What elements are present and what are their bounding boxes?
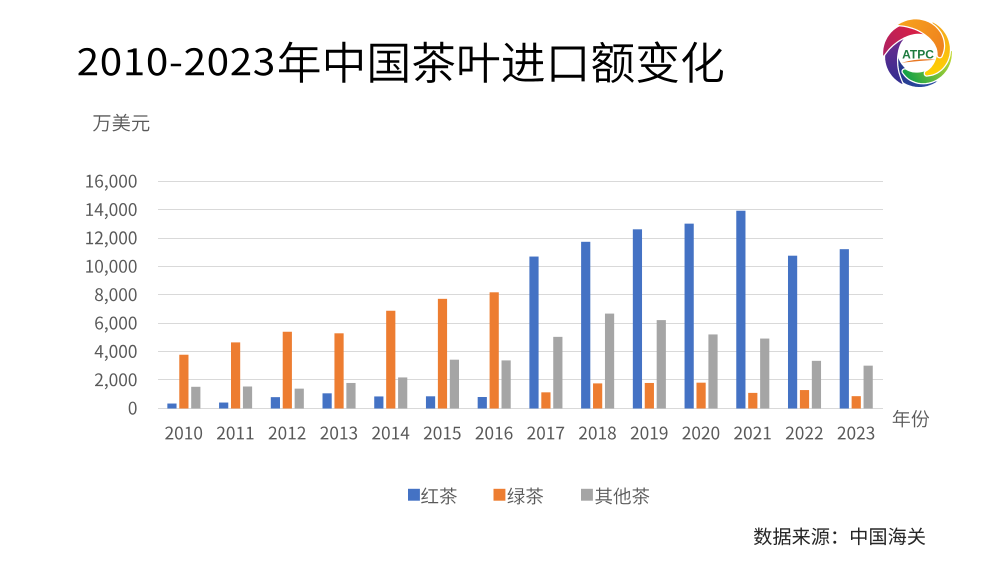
svg-text:ATPC: ATPC [902, 47, 934, 61]
